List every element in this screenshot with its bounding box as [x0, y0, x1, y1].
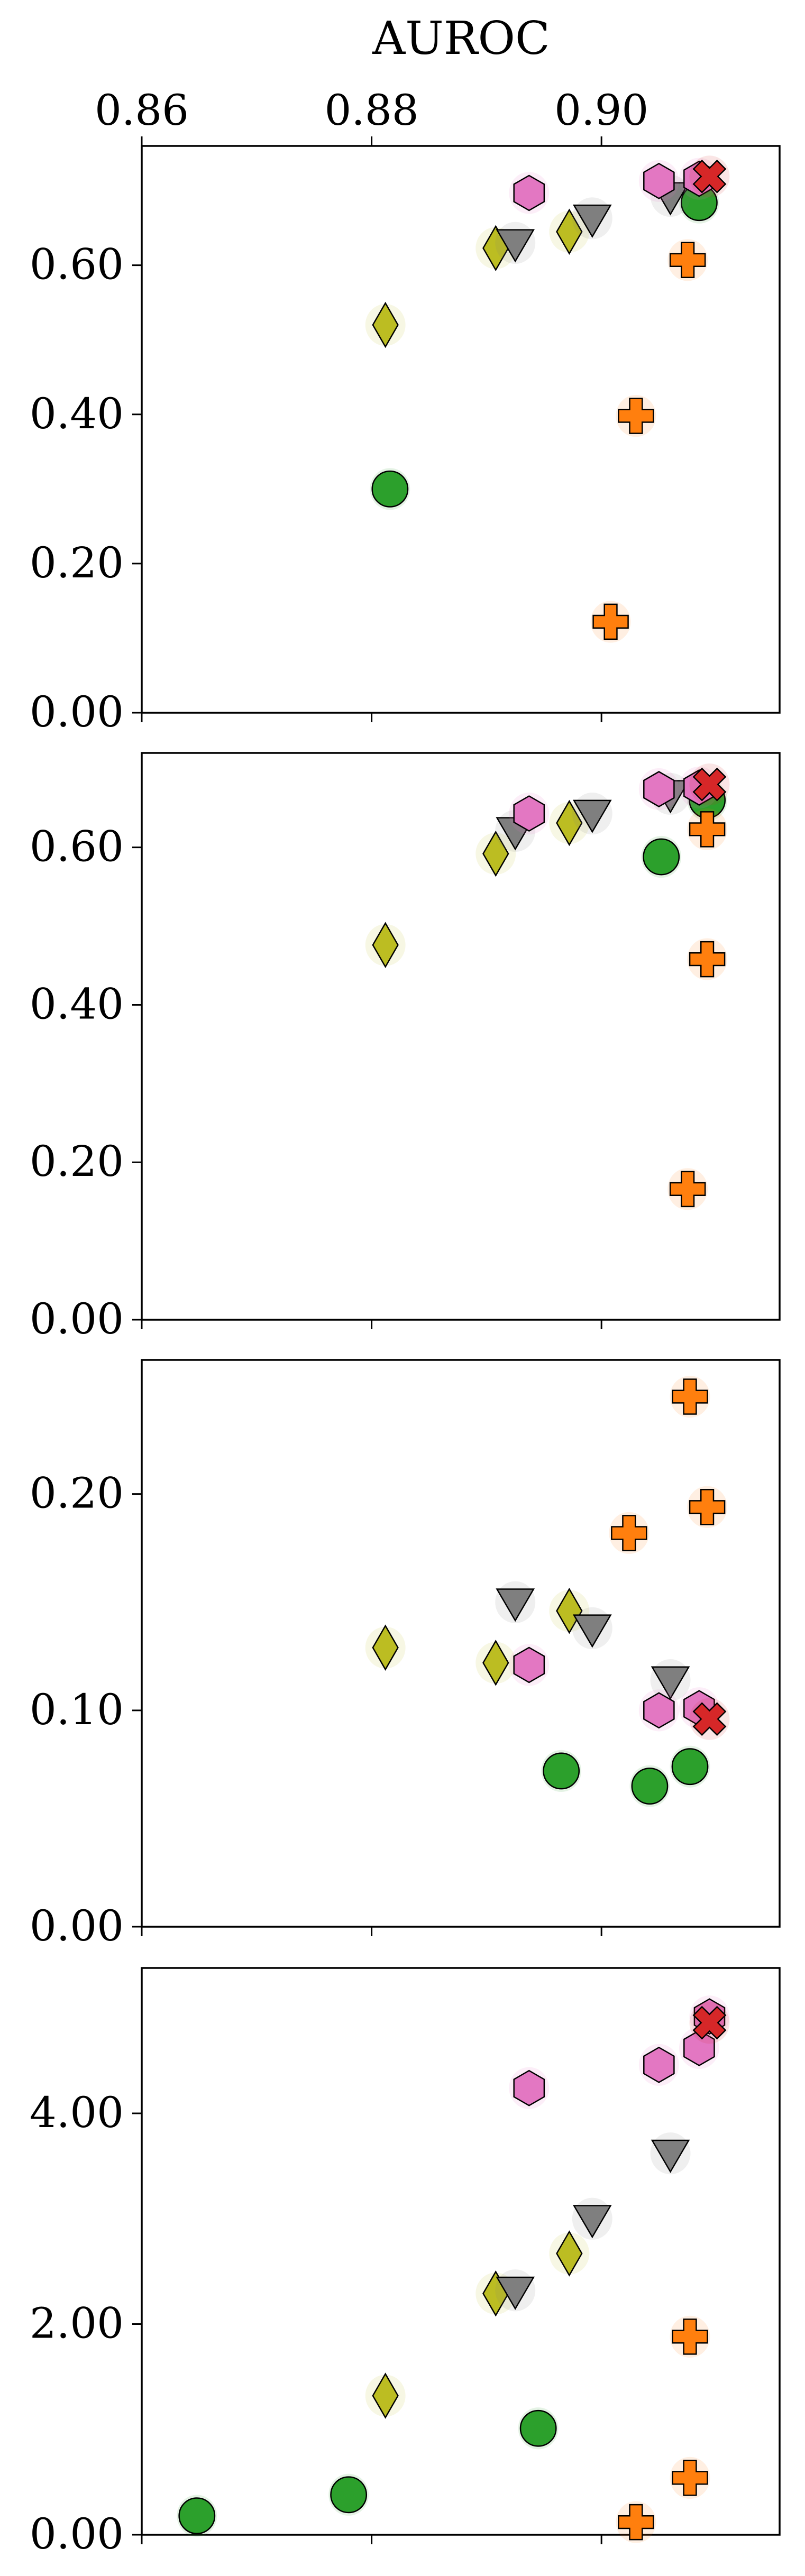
y-tick-label: 0.00	[30, 1901, 124, 1951]
plus-point	[611, 1515, 647, 1551]
y-tick-label: 0.20	[30, 538, 124, 587]
circle-point	[519, 2409, 557, 2447]
diamond-point	[556, 208, 583, 255]
circle-point	[643, 838, 680, 876]
triangle-down-point	[496, 2276, 535, 2310]
y-tick-label: 0.10	[30, 1685, 124, 1734]
plot-frame	[141, 752, 781, 1321]
hexagon-point	[513, 174, 545, 211]
y-tick-label: 0.60	[30, 822, 124, 871]
diamond-point	[372, 922, 399, 969]
plus-point	[618, 398, 654, 434]
diamond-point	[372, 301, 399, 348]
y-tick-label: 0.20	[30, 1137, 124, 1186]
plus-point	[618, 2504, 654, 2541]
plus-point	[689, 941, 726, 978]
y-tick-label: 0.40	[30, 979, 124, 1028]
panel-4: 0.00 2.00 4.00	[30, 1967, 781, 2559]
triangle-down-point	[651, 2139, 690, 2173]
diamond-point	[372, 1624, 399, 1671]
x-tick-label: 0.86	[95, 86, 189, 135]
diamond-point	[372, 2372, 399, 2419]
plus-point	[672, 2460, 708, 2496]
x-tick-label: 0.88	[325, 86, 419, 135]
x-point	[692, 159, 727, 194]
hexagon-point	[643, 1692, 675, 1729]
plot-frame	[141, 1359, 781, 1928]
hexagon-point	[643, 162, 675, 199]
triangle-down-point	[496, 1588, 535, 1622]
diamond-point	[482, 1640, 509, 1686]
hexagon-point	[513, 795, 545, 832]
hexagon-point	[643, 2046, 675, 2083]
x-axis-title: AUROC	[372, 12, 550, 65]
hexagon-point	[643, 771, 675, 807]
y-tick-label: 0.60	[30, 240, 124, 289]
circle-point	[543, 1752, 580, 1790]
plus-point	[689, 1488, 726, 1525]
y-tick-label: 0.00	[30, 1294, 124, 1344]
y-tick-label: 0.20	[30, 1469, 124, 1518]
triangle-down-point	[572, 2205, 612, 2239]
plus-point	[669, 242, 706, 279]
diamond-point	[556, 1587, 583, 1634]
y-tick-label: 0.00	[30, 2509, 124, 2559]
hexagon-point	[513, 2069, 545, 2106]
plot-frame	[141, 145, 781, 714]
x-point	[692, 2005, 727, 2040]
panel-1: 0.86 0.88 0.90 0.00 0.20 0.40 0.60	[30, 86, 781, 737]
circle-point	[178, 2497, 216, 2535]
x-point	[692, 767, 727, 802]
diamond-point	[556, 2230, 583, 2277]
y-tick-label: 0.00	[30, 687, 124, 737]
diamond-point	[482, 830, 509, 877]
circle-point	[671, 1748, 709, 1786]
triangle-down-point	[496, 229, 535, 263]
hexagon-point	[683, 2029, 715, 2066]
diamond-point	[556, 799, 583, 847]
panel-3: 0.00 0.10 0.20	[30, 1359, 781, 1951]
triangle-down-point	[651, 1666, 690, 1700]
triangle-down-point	[572, 1614, 612, 1648]
plus-point	[672, 2319, 708, 2355]
plot-frame	[141, 1967, 781, 2536]
y-tick-label: 0.40	[30, 389, 124, 438]
hexagon-point	[513, 1646, 545, 1683]
circle-point	[371, 470, 409, 508]
triangle-down-point	[572, 799, 612, 833]
panel-2: 0.00 0.20 0.40 0.60	[30, 752, 781, 1344]
y-tick-label: 4.00	[30, 2088, 124, 2137]
plus-point	[592, 603, 629, 640]
circle-point	[631, 1768, 669, 1805]
plus-point	[669, 1171, 706, 1208]
x-point	[692, 1702, 727, 1736]
triangle-down-point	[572, 204, 612, 238]
plus-point	[689, 811, 726, 848]
plus-point	[672, 1378, 708, 1415]
circle-point	[330, 2476, 368, 2514]
x-tick-label: 0.90	[554, 86, 648, 135]
y-tick-label: 2.00	[30, 2298, 124, 2348]
